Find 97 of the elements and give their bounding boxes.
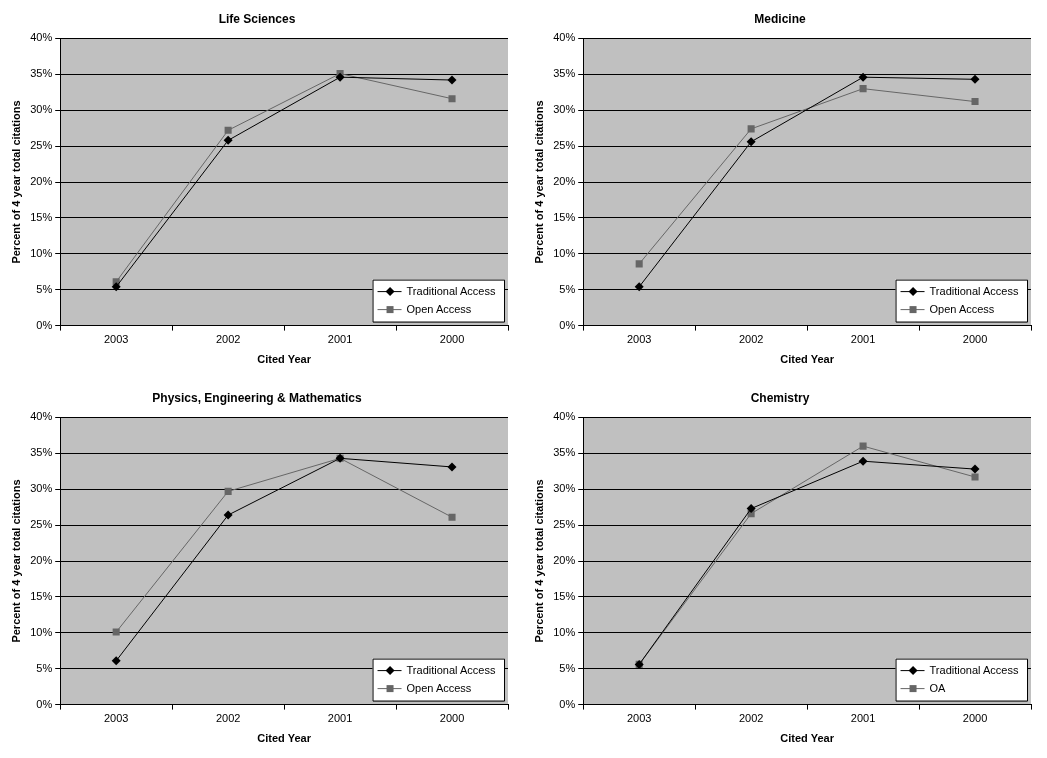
- y-tick-label: 5%: [36, 661, 53, 674]
- point: [447, 75, 457, 85]
- y-tick-label: 35%: [553, 67, 576, 80]
- chart-title: Chemistry: [750, 390, 810, 405]
- x-tick-label: 2002: [738, 333, 764, 346]
- y-tick-label: 25%: [30, 139, 53, 152]
- point: [858, 456, 868, 466]
- point: [112, 628, 120, 636]
- x-tick-label: 2000: [962, 712, 988, 725]
- y-tick-label: 5%: [559, 282, 576, 295]
- point: [634, 282, 644, 292]
- point: [111, 282, 121, 292]
- y-tick-label: 5%: [559, 661, 576, 674]
- y-tick-label: 40%: [30, 410, 53, 423]
- x-tick-label: 2003: [103, 333, 129, 346]
- x-tick-label: 2002: [215, 712, 241, 725]
- point: [858, 72, 868, 82]
- y-tick-label: 10%: [553, 246, 576, 259]
- y-tick-label: 15%: [553, 589, 576, 602]
- point: [971, 473, 979, 481]
- y-axis-title: Percent of 4 year total citations: [9, 100, 22, 264]
- y-tick-label: 30%: [553, 103, 576, 116]
- point: [111, 656, 121, 666]
- y-tick-label: 10%: [30, 625, 53, 638]
- x-axis-title: Cited Year: [780, 353, 835, 366]
- y-tick-label: 30%: [553, 482, 576, 495]
- x-tick-label: 2003: [626, 333, 652, 346]
- y-tick-label: 15%: [30, 210, 53, 223]
- x-tick-label: 2003: [103, 712, 129, 725]
- y-axis-title: Percent of 4 year total citations: [9, 479, 22, 643]
- y-tick-label: 20%: [30, 175, 53, 188]
- x-tick-label: 2000: [962, 333, 988, 346]
- point: [224, 126, 232, 134]
- x-axis-title: Cited Year: [257, 732, 312, 745]
- chart-title: Medicine: [754, 11, 806, 26]
- y-tick-label: 0%: [36, 697, 53, 710]
- y-tick-label: 20%: [553, 175, 576, 188]
- y-tick-label: 25%: [553, 139, 576, 152]
- point: [223, 510, 233, 520]
- x-tick-label: 2001: [850, 712, 876, 725]
- point: [224, 487, 232, 495]
- legend-label: Open Access: [929, 302, 995, 315]
- legend-label: Traditional Access: [929, 663, 1019, 676]
- y-tick-label: 35%: [30, 67, 53, 80]
- y-axis-title: Percent of 4 year total citations: [532, 100, 545, 264]
- point: [746, 137, 756, 147]
- point: [447, 462, 457, 472]
- y-tick-label: 20%: [30, 554, 53, 567]
- y-tick-label: 30%: [30, 482, 53, 495]
- x-tick-label: 2000: [439, 333, 465, 346]
- legend-label: Open Access: [406, 681, 472, 694]
- y-tick-label: 40%: [30, 31, 53, 44]
- y-tick-label: 10%: [30, 246, 53, 259]
- x-tick-label: 2003: [626, 712, 652, 725]
- point: [970, 74, 980, 84]
- y-tick-label: 40%: [553, 31, 576, 44]
- y-tick-label: 0%: [559, 318, 576, 331]
- x-tick-label: 2000: [439, 712, 465, 725]
- legend-label: Traditional Access: [929, 284, 1019, 297]
- x-tick-label: 2001: [327, 712, 353, 725]
- x-tick-label: 2001: [850, 333, 876, 346]
- y-tick-label: 40%: [553, 410, 576, 423]
- y-tick-label: 5%: [36, 282, 53, 295]
- point: [448, 95, 456, 103]
- y-tick-label: 15%: [30, 589, 53, 602]
- x-tick-label: 2002: [215, 333, 241, 346]
- y-tick-label: 20%: [553, 554, 576, 567]
- x-tick-label: 2002: [738, 712, 764, 725]
- x-axis-title: Cited Year: [780, 732, 835, 745]
- point: [971, 98, 979, 106]
- point: [747, 125, 755, 133]
- point: [970, 464, 980, 474]
- point: [635, 260, 643, 268]
- y-tick-label: 25%: [553, 518, 576, 531]
- legend-label: Traditional Access: [406, 284, 496, 297]
- x-tick-label: 2001: [327, 333, 353, 346]
- y-tick-label: 0%: [36, 318, 53, 331]
- point: [448, 513, 456, 521]
- y-tick-label: 35%: [30, 446, 53, 459]
- y-tick-label: 25%: [30, 518, 53, 531]
- y-tick-label: 35%: [553, 446, 576, 459]
- point: [859, 442, 867, 450]
- legend-label: Open Access: [406, 302, 472, 315]
- point: [746, 504, 756, 514]
- y-tick-label: 30%: [30, 103, 53, 116]
- y-tick-label: 0%: [559, 697, 576, 710]
- chart-title: Physics, Engineering & Mathematics: [152, 390, 363, 405]
- point: [335, 72, 345, 82]
- x-axis-title: Cited Year: [257, 353, 312, 366]
- y-tick-label: 10%: [553, 625, 576, 638]
- point: [223, 135, 233, 145]
- legend-label: OA: [929, 681, 947, 694]
- y-tick-label: 15%: [553, 210, 576, 223]
- point: [859, 85, 867, 93]
- chart-title: Life Sciences: [218, 11, 296, 26]
- y-axis-title: Percent of 4 year total citations: [532, 479, 545, 643]
- legend-label: Traditional Access: [406, 663, 496, 676]
